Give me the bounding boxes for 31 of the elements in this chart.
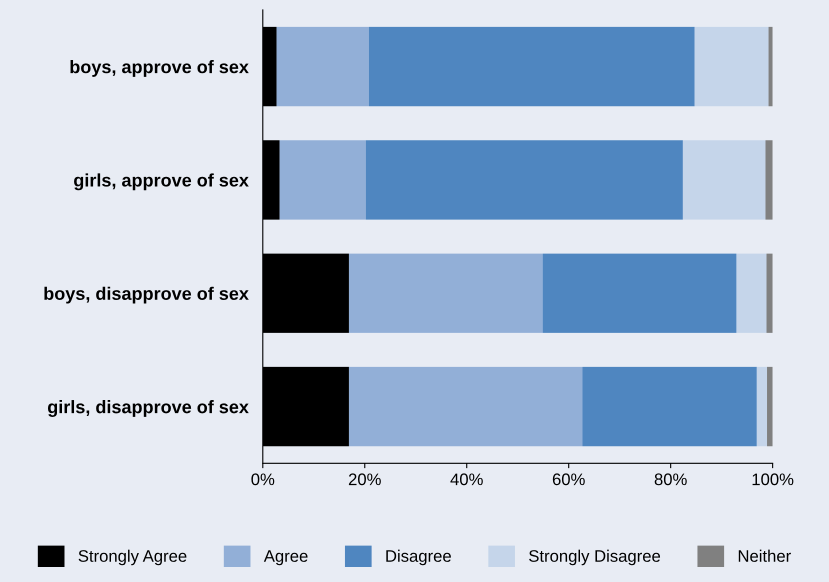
x-tick-label: 80% xyxy=(654,473,687,486)
bar xyxy=(348,254,543,333)
legend-label: Disagree xyxy=(386,550,451,566)
bar xyxy=(542,254,736,333)
bar xyxy=(767,366,773,446)
bar xyxy=(682,140,766,220)
bar xyxy=(765,140,773,220)
legend-label: Strongly Disagree xyxy=(529,550,660,566)
bar xyxy=(368,26,695,106)
bar xyxy=(694,26,769,106)
bar xyxy=(366,140,683,220)
bar xyxy=(766,254,773,333)
bar xyxy=(768,26,773,106)
bar xyxy=(582,366,757,446)
x-tick-label: 0% xyxy=(251,473,274,486)
y-tick-label: girls, approve of sex xyxy=(74,173,249,190)
bar xyxy=(280,140,366,220)
y-tick-label: boys, approve of sex xyxy=(70,60,249,77)
legend-label: Agree xyxy=(264,550,308,566)
x-tick-label: 60% xyxy=(552,473,585,486)
bar xyxy=(348,366,582,446)
y-tick-label: girls, disapprove of sex xyxy=(48,400,249,417)
x-tick-label: 40% xyxy=(450,473,483,486)
y-tick-label: boys, disapprove of sex xyxy=(44,286,249,304)
bar xyxy=(736,254,767,333)
x-tick-label: 100% xyxy=(752,473,794,486)
x-tick-label: 20% xyxy=(348,473,381,486)
bar xyxy=(756,366,768,446)
bar xyxy=(276,26,369,106)
legend-label: Strongly Agree xyxy=(78,550,186,566)
legend-label: Neither xyxy=(738,550,791,562)
